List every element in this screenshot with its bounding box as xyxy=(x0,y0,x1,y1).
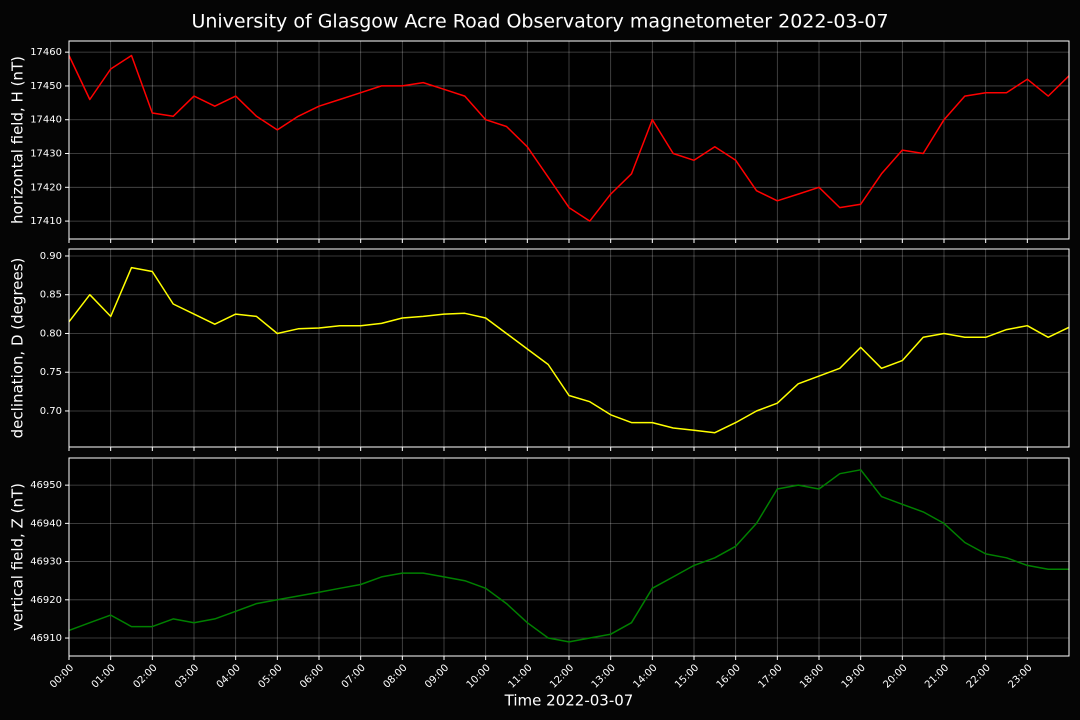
x-tick-label: 15:00 xyxy=(673,662,701,690)
y-tick-label: 17440 xyxy=(30,115,62,126)
x-tick-label: 19:00 xyxy=(840,662,868,690)
x-tick-label: 20:00 xyxy=(881,662,909,690)
y-tick-label: 0.90 xyxy=(40,251,62,262)
x-tick-label: 13:00 xyxy=(590,662,618,690)
x-tick-label: 02:00 xyxy=(131,662,159,690)
y-tick-label: 46910 xyxy=(30,633,62,644)
plot-area xyxy=(69,41,1069,239)
plot-area xyxy=(69,458,1069,656)
x-tick-label: 01:00 xyxy=(90,662,118,690)
x-tick-label: 18:00 xyxy=(798,662,826,690)
x-tick-label: 10:00 xyxy=(465,662,493,690)
y-tick-label: 0.70 xyxy=(40,406,62,417)
x-tick-label: 17:00 xyxy=(756,662,784,690)
x-tick-label: 11:00 xyxy=(506,662,534,690)
y-tick-label: 17420 xyxy=(30,182,62,193)
x-axis-label: Time 2022-03-07 xyxy=(504,692,634,710)
data-line xyxy=(68,54,1070,222)
chart-title: University of Glasgow Acre Road Observat… xyxy=(191,11,888,33)
x-tick-label: 08:00 xyxy=(381,662,409,690)
x-tick-label: 05:00 xyxy=(256,662,284,690)
x-tick-label: 21:00 xyxy=(923,662,951,690)
x-tick-label: 03:00 xyxy=(173,662,201,690)
axes-frame xyxy=(68,457,1070,657)
y-tick-label: 0.85 xyxy=(40,290,62,301)
y-axis-label: horizontal field, H (nT) xyxy=(9,56,27,224)
y-tick-label: 0.75 xyxy=(40,367,62,378)
axes-frame xyxy=(68,40,1070,240)
x-tick-label: 12:00 xyxy=(548,662,576,690)
y-axis-label: declination, D (degrees) xyxy=(9,258,27,439)
x-tick-label: 09:00 xyxy=(423,662,451,690)
y-axis-label: vertical field, Z (nT) xyxy=(9,483,27,631)
plot-area xyxy=(69,249,1069,447)
x-tick-label: 23:00 xyxy=(1006,662,1034,690)
x-tick-label: 04:00 xyxy=(215,662,243,690)
y-tick-label: 46950 xyxy=(30,480,62,491)
y-tick-label: 0.80 xyxy=(40,328,62,339)
y-tick-label: 17410 xyxy=(30,216,62,227)
data-line xyxy=(68,469,1069,643)
y-tick-label: 46930 xyxy=(30,557,62,568)
x-tick-label: 16:00 xyxy=(715,662,743,690)
data-line xyxy=(68,266,1070,434)
y-tick-label: 17460 xyxy=(30,47,62,58)
y-tick-label: 17430 xyxy=(30,149,62,160)
y-tick-label: 46940 xyxy=(30,518,62,529)
y-tick-label: 17450 xyxy=(30,81,62,92)
axes-frame xyxy=(68,248,1070,448)
x-tick-label: 14:00 xyxy=(631,662,659,690)
x-tick-label: 22:00 xyxy=(965,662,993,690)
y-tick-label: 46920 xyxy=(30,595,62,606)
x-tick-label: 00:00 xyxy=(48,662,76,690)
x-tick-label: 06:00 xyxy=(298,662,326,690)
x-tick-label: 07:00 xyxy=(340,662,368,690)
